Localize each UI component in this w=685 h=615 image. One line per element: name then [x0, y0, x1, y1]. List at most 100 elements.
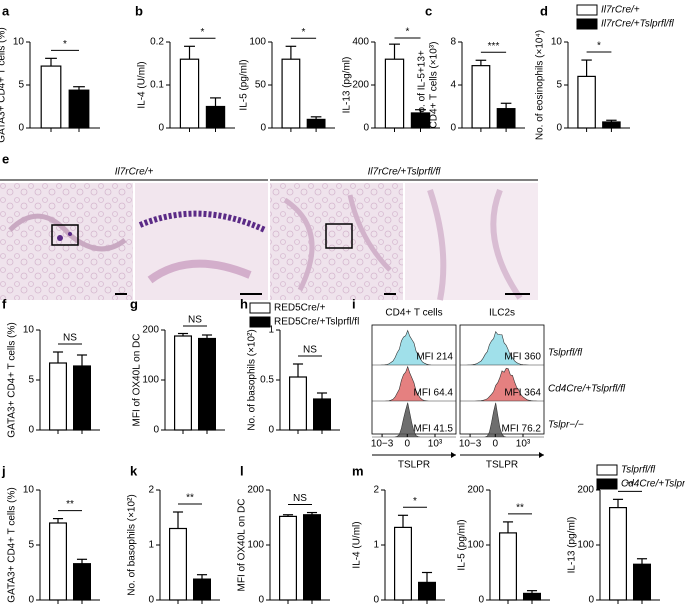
y-tick-label: 10 — [23, 325, 35, 336]
y-tick-label: 10 — [551, 37, 563, 48]
y-axis-label: GATA3+ CD4+ T cells (%) — [7, 487, 18, 602]
bar — [48, 522, 67, 601]
bar — [289, 376, 308, 431]
y-axis-label: MFI of OX40L on DC — [132, 334, 143, 427]
y-tick-label: 0 — [260, 123, 266, 134]
panel-letter: a — [2, 3, 10, 18]
histogram — [460, 330, 544, 366]
y-tick-label: 200 — [142, 325, 159, 336]
y-tick-label: 0 — [450, 123, 456, 134]
y-tick-label: 4 — [450, 80, 456, 91]
y-tick-label: 200 — [247, 485, 264, 496]
y-axis-label: IL-5 (pg/ml) — [239, 59, 250, 110]
bar — [410, 112, 431, 129]
y-tick-label: 100 — [142, 375, 159, 386]
significance-label: *** — [488, 41, 500, 52]
y-tick-label: 10 — [23, 485, 35, 496]
y-tick-label: 1 — [373, 540, 379, 551]
x-axis-label: TSLPR — [486, 460, 518, 471]
series-label: Tslprfl/fl — [548, 348, 583, 359]
legend-label: Cd4Cre/+Tslprfl/fl — [621, 479, 685, 490]
x-tick-label: 10³ — [428, 439, 443, 450]
legend-label: Il7rCre/+Tslprfl/fl — [601, 19, 674, 30]
y-tick-label: 0 — [373, 595, 379, 606]
legend-swatch — [249, 316, 271, 328]
bar — [198, 337, 217, 431]
x-tick-label: 10−3 — [371, 439, 394, 450]
bar — [205, 105, 226, 129]
y-tick-label: 8 — [450, 37, 456, 48]
significance-label: * — [201, 27, 205, 38]
significance-label: ** — [66, 499, 74, 510]
histology-image — [135, 183, 268, 300]
y-tick-label: 100 — [249, 37, 266, 48]
histogram — [372, 402, 456, 438]
histology-image — [405, 183, 538, 300]
x-tick-label: 10³ — [516, 439, 531, 450]
y-tick-label: 0 — [556, 123, 562, 134]
panel-letter: h — [240, 296, 248, 311]
panel-letter: j — [1, 463, 6, 478]
y-tick-label: 100 — [577, 540, 594, 551]
panel-title: ILC2s — [489, 308, 515, 319]
mfi-label: MFI 214 — [416, 352, 453, 363]
significance-label: * — [63, 39, 67, 50]
y-axis-label: No. of eosinophils (×10⁴) — [535, 30, 546, 140]
bar — [471, 65, 491, 129]
legend-swatch — [576, 18, 598, 30]
bar — [418, 581, 437, 601]
significance-label: NS — [293, 493, 307, 504]
x-tick-label: 10−3 — [459, 439, 482, 450]
y-tick-label: 5 — [28, 540, 34, 551]
mfi-label: MFI 64.4 — [414, 388, 454, 399]
legend-label: Il7rCre/+ — [601, 5, 640, 16]
bar — [169, 527, 188, 601]
y-tick-label: 0 — [153, 425, 159, 436]
panel-letter: g — [130, 296, 138, 311]
y-tick-label: 5 — [556, 80, 562, 91]
panel-letter: m — [352, 463, 364, 478]
histogram — [460, 367, 544, 402]
panel-letter: l — [240, 463, 244, 478]
y-tick-label: 0.1 — [150, 80, 164, 91]
bar — [281, 58, 301, 129]
bar — [72, 365, 91, 431]
legend-label: RED5Cre/+Tslprfl/fl — [274, 317, 359, 328]
y-axis-label: MFI of OX40L on DC — [237, 499, 248, 592]
mfi-label: MFI 360 — [504, 352, 541, 363]
bar — [384, 58, 405, 129]
y-tick-label: 1 — [268, 325, 274, 336]
y-tick-label: 1 — [148, 540, 154, 551]
x-tick-label: 0 — [404, 439, 410, 450]
y-axis-label: IL-13 (pg/ml) — [342, 57, 353, 114]
panel-letter: k — [130, 463, 138, 478]
legend-label: RED5Cre/+ — [274, 303, 326, 314]
x-tick-label: 0 — [492, 439, 498, 450]
y-tick-label: 0 — [158, 123, 164, 134]
mfi-label: MFI 364 — [504, 388, 541, 399]
y-tick-label: 0 — [258, 595, 264, 606]
bar — [48, 362, 67, 431]
y-tick-label: 0 — [588, 595, 594, 606]
significance-label: NS — [63, 333, 77, 344]
bar — [68, 89, 90, 129]
y-tick-label: 0 — [268, 425, 274, 436]
histology-label: Il7rCre/+Tslprfl/fl — [368, 167, 441, 178]
panel-letter: b — [135, 3, 143, 18]
y-tick-label: 400 — [352, 37, 369, 48]
y-tick-label: 200 — [577, 485, 594, 496]
legend-swatch — [596, 478, 618, 490]
y-axis-label: IL-5 (pg/ml) — [457, 519, 468, 570]
significance-label: NS — [188, 315, 202, 326]
bar — [303, 514, 322, 601]
significance-label: * — [597, 41, 601, 52]
y-axis-label: No. of IL-5+13+ — [417, 50, 428, 120]
y-tick-label: 0.2 — [150, 37, 164, 48]
arrow-head — [539, 452, 544, 458]
y-tick-label: 0 — [148, 595, 154, 606]
bar — [602, 121, 621, 129]
histology-label: Il7rCre/+ — [115, 167, 154, 178]
panel-letter: f — [2, 296, 7, 311]
bar — [279, 515, 298, 601]
